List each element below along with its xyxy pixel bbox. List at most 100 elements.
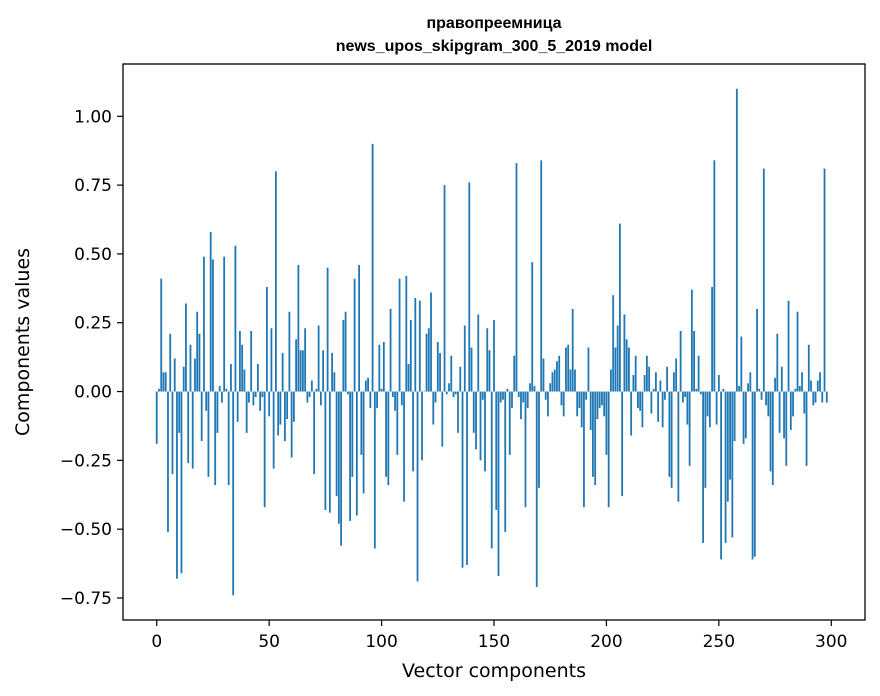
bar [576, 391, 579, 417]
y-tick-label: 0.50 [74, 245, 112, 265]
bar [654, 372, 657, 392]
bar [328, 391, 331, 513]
bar [362, 391, 365, 494]
bar [290, 391, 293, 458]
bar [499, 391, 502, 403]
bar [823, 168, 826, 392]
bar [567, 344, 570, 392]
bar [367, 377, 369, 392]
bar [520, 391, 522, 420]
bar [310, 380, 313, 392]
bar [470, 347, 473, 392]
bar [652, 388, 655, 392]
bar [394, 391, 396, 411]
bar [515, 163, 518, 392]
bar [729, 391, 731, 480]
bar [218, 386, 221, 392]
bar [769, 391, 772, 472]
bar [819, 372, 821, 392]
bar [236, 391, 239, 422]
x-axis: 0 50 100 150 200 250 300 [151, 620, 847, 652]
bar [594, 391, 597, 486]
bar [315, 388, 318, 392]
bar [466, 391, 468, 565]
bar [558, 355, 561, 392]
bar [796, 311, 799, 392]
bar [155, 391, 158, 444]
bar [517, 391, 520, 398]
bar [313, 391, 316, 475]
y-tick-label: 0.75 [74, 176, 112, 196]
bar [185, 303, 187, 392]
bar [540, 160, 543, 392]
bar [713, 160, 716, 392]
bar [798, 386, 801, 392]
bar [477, 314, 480, 392]
bar [266, 286, 268, 392]
bar [207, 391, 210, 477]
bar [821, 391, 824, 403]
bar [481, 391, 484, 400]
x-tick-label: 150 [478, 632, 510, 652]
bar [427, 328, 430, 392]
bar [443, 185, 446, 392]
bar [389, 308, 392, 392]
bar [200, 391, 203, 442]
bar [693, 330, 696, 392]
bar [162, 372, 165, 392]
bar [407, 364, 410, 392]
bar [445, 391, 448, 395]
bar [259, 391, 262, 411]
bar [803, 391, 806, 414]
bar [571, 308, 574, 392]
bar [711, 286, 713, 392]
bar [169, 333, 172, 392]
y-axis: −0.75 −0.50 −0.25 0.00 0.25 0.50 0.75 1.00 [60, 107, 123, 609]
bar [436, 342, 439, 392]
bar [214, 391, 217, 486]
bar [257, 364, 259, 392]
bar [421, 391, 423, 461]
bar [614, 347, 617, 392]
y-tick-label: 0.00 [74, 383, 112, 403]
bar [504, 391, 507, 532]
x-tick-label: 200 [590, 632, 622, 652]
bar [529, 383, 531, 392]
bar [308, 391, 311, 398]
bar [254, 391, 257, 398]
bar [432, 391, 435, 425]
bar [194, 358, 196, 392]
bar [612, 295, 615, 392]
bar [416, 391, 419, 582]
bar [623, 314, 626, 392]
bar [771, 391, 774, 486]
bar [787, 300, 790, 392]
bar [270, 328, 273, 392]
bar [789, 391, 792, 431]
bar [418, 300, 421, 392]
bar [414, 297, 417, 392]
bar [666, 366, 669, 392]
bar [562, 391, 565, 417]
bar [178, 391, 181, 433]
bar [495, 391, 498, 510]
chart-title-line2: news_upos_skipgram_300_5_2019 model [336, 38, 653, 55]
bar [621, 391, 624, 497]
x-tick-label: 50 [258, 632, 280, 652]
bar [358, 264, 360, 392]
bar [475, 391, 477, 450]
bar [513, 355, 516, 392]
bar [373, 391, 376, 549]
chart-title-line1: правопреемница [426, 15, 561, 32]
bar [176, 391, 178, 579]
bar [580, 391, 583, 428]
bar [508, 391, 511, 455]
bar [547, 391, 549, 417]
bar [396, 391, 399, 455]
bar [792, 391, 794, 417]
bar [717, 375, 720, 392]
bar [360, 391, 363, 455]
bar [538, 391, 540, 488]
bar [468, 182, 471, 392]
